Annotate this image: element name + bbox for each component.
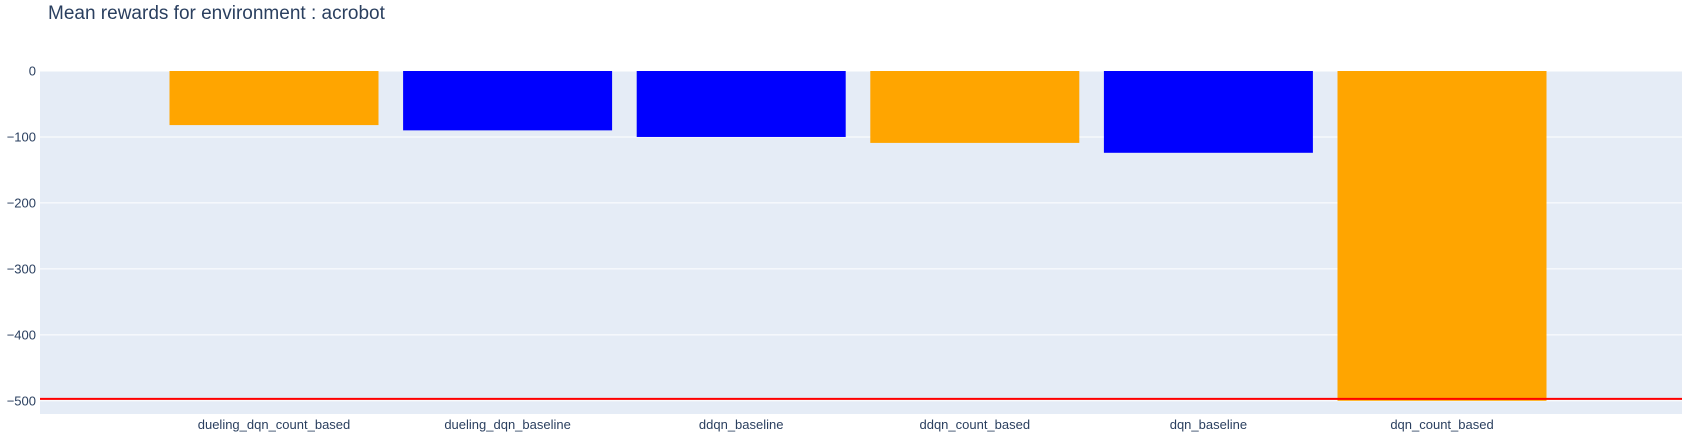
bar-dueling_dqn_count_based [169,71,379,126]
bar-dqn_count_based [1337,71,1547,401]
x-tick-label: ddqn_count_based [919,417,1030,432]
bar-dqn_baseline [1103,71,1313,153]
x-tick-label: dueling_dqn_count_based [198,417,351,432]
y-tick-label: −100 [7,129,36,144]
bar-ddqn_count_based [870,71,1080,143]
chart-title: Mean rewards for environment : acrobot [48,3,385,24]
y-tick-label: −300 [7,261,36,276]
y-tick-label: −500 [7,393,36,408]
x-axis-tick-labels: dueling_dqn_count_based dueling_dqn_basel… [198,417,1494,432]
bar-ddqn_baseline [636,71,846,137]
x-tick-label: dqn_baseline [1170,417,1247,432]
bar-dueling_dqn_baseline [403,71,613,131]
y-axis-tick-labels: 0 −100 −200 −300 −400 −500 [7,64,36,409]
x-tick-label: dueling_dqn_baseline [444,417,571,432]
y-tick-label: −400 [7,327,36,342]
bars [169,71,1547,401]
y-tick-label: 0 [29,64,36,79]
x-tick-label: ddqn_baseline [699,417,784,432]
y-tick-label: −200 [7,195,36,210]
x-tick-label: dqn_count_based [1390,417,1493,432]
